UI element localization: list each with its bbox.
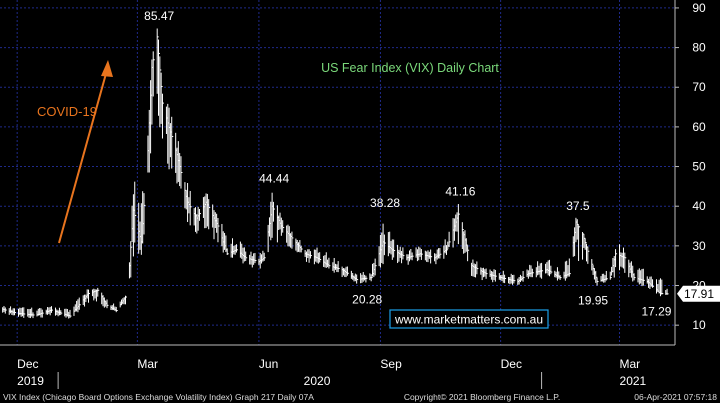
x-year-label: 2020 (304, 374, 331, 388)
peak-label: 44.44 (259, 172, 289, 186)
covid-arrow-line (58, 69, 108, 244)
trough-label: 17.29 (641, 304, 671, 318)
footer-center: Copyright© 2021 Bloomberg Finance L.P. (404, 392, 560, 402)
x-month-label: Mar (620, 357, 641, 371)
y-tick-label: 90 (692, 1, 706, 15)
footer-right: 06-Apr-2021 07:57:18 (634, 392, 717, 402)
covid-annotation: COVID-19 (37, 104, 97, 119)
watermark-text: www.marketmatters.com.au (394, 313, 543, 327)
last-value-marker (677, 285, 720, 302)
x-month-label: Dec (17, 357, 38, 371)
watermark-box (389, 309, 549, 329)
chart-title: US Fear Index (VIX) Daily Chart (321, 61, 499, 75)
covid-arrow-head (101, 60, 113, 77)
y-tick-label: 70 (692, 80, 706, 94)
footer-left: VIX Index (Chicago Board Options Exchang… (3, 392, 314, 402)
footer-bar (0, 389, 720, 403)
price-bars (2, 28, 669, 319)
peak-label: 38.28 (370, 196, 400, 210)
last-value-tag: 17.91 (677, 285, 720, 302)
x-month-label: Dec (501, 357, 522, 371)
x-month-label: Jun (259, 357, 278, 371)
x-tick-labels: Dec Mar Jun Sep Dec Mar 2019 2020 2021 (17, 357, 647, 389)
y-tick-label: 80 (692, 41, 706, 55)
y-tick-label: 60 (692, 120, 706, 134)
y-tick-label: 10 (692, 318, 706, 332)
trough-label: 20.28 (352, 292, 382, 306)
y-tick-label: 50 (692, 160, 706, 174)
x-month-label: Mar (137, 357, 158, 371)
grid (0, 0, 675, 345)
x-month-label: Sep (380, 357, 402, 371)
peak-label: 37.5 (566, 199, 590, 213)
peak-label: 85.47 (144, 9, 174, 23)
peak-label: 41.16 (445, 185, 475, 199)
y-tick-label: 30 (692, 239, 706, 253)
x-year-label: 2019 (17, 374, 44, 388)
trough-label: 19.95 (578, 294, 608, 308)
last-value-label: 17.91 (684, 287, 714, 301)
y-tick-label: 40 (692, 199, 706, 213)
x-year-label: 2021 (620, 374, 647, 388)
peak-labels: 85.47 44.44 38.28 41.16 37.5 20.28 19.95 17.29 (144, 9, 672, 318)
